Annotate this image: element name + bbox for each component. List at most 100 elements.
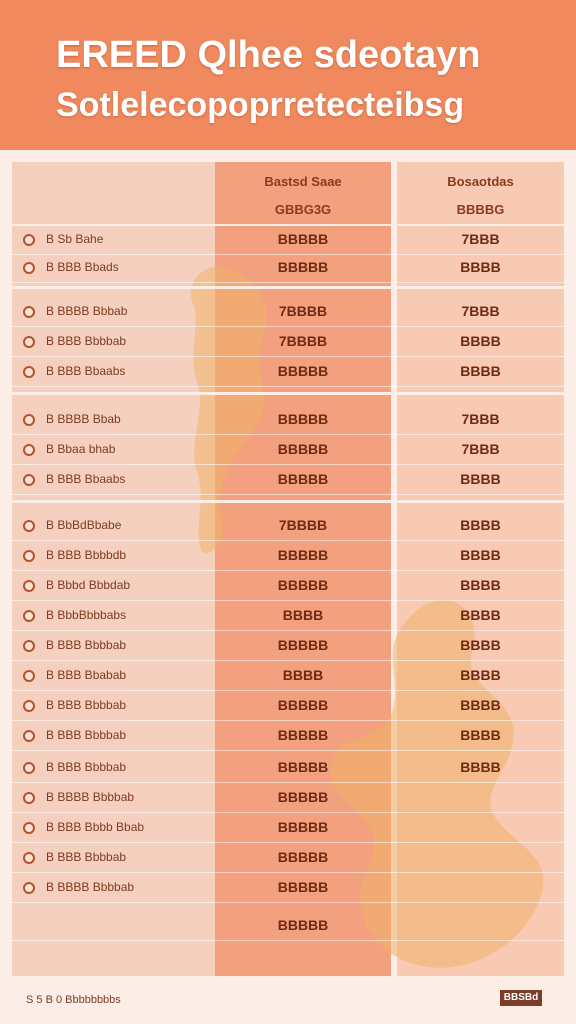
row-value-a: BBBBB [277, 849, 329, 865]
table-row: B BBB Bbaabs BBBBB BBBB [12, 358, 564, 387]
row-label: B BbBdBbabe [46, 518, 122, 532]
table-row: B Bbbd Bbbdab BBBBB BBBB [12, 572, 564, 601]
row-label: B Bbaa bhab [46, 442, 116, 456]
row-value-b: 7BBB [461, 441, 500, 457]
row-value-a: BBBB [282, 667, 324, 683]
row-value-a: BBBBB [277, 879, 329, 895]
row-label: B BBB Bbbbab [46, 760, 127, 774]
bullet-icon [23, 262, 35, 274]
row-value-b: 7BBB [461, 303, 500, 319]
table-row: B Sb Bahe BBBBB 7BBB [12, 226, 564, 255]
bullet-icon [23, 580, 35, 592]
bullet-icon [23, 610, 35, 622]
row-value-a: BBBBB [277, 547, 329, 563]
row-value-b: BBBB [460, 547, 501, 563]
data-table: Bastsd Saae GBBG3G Bosaotdas BBBBG B Sb … [12, 162, 564, 976]
page-title-line-2: Sotlelecopoprretecteibsg [56, 86, 465, 124]
table-row: B Bbaa bhab BBBBB 7BBB [12, 436, 564, 465]
row-label: B BBB Bbads [46, 260, 119, 274]
row-value-a: 7BBBB [278, 517, 328, 533]
row-label: B BBBB Bbab [46, 412, 121, 426]
bullet-icon [23, 762, 35, 774]
bullet-icon [23, 730, 35, 742]
row-value-b: BBBB [460, 637, 501, 653]
row-value-a: BBBBB [277, 231, 329, 247]
row-value-b: BBBB [460, 259, 501, 275]
bullet-icon [23, 474, 35, 486]
table-row: B BBBB Bbbab 7BBBB 7BBB [12, 298, 564, 327]
row-group-separator [12, 286, 564, 289]
row-value-b: BBBB [460, 471, 501, 487]
page-header: EREED Qlhee sdeotayn Sotlelecopoprretect… [0, 0, 576, 150]
bullet-icon [23, 520, 35, 532]
row-label: B BbbBbbbabs [46, 608, 127, 622]
table-row: B BBB Bbbbab BBBBB BBBB [12, 632, 564, 661]
table-row: B BBB Bbbbdb BBBBB BBBB [12, 542, 564, 571]
bullet-icon [23, 414, 35, 426]
bullet-icon [23, 366, 35, 378]
row-value-b: BBBB [460, 727, 501, 743]
row-value-b: BBBB [460, 333, 501, 349]
row-value-b: BBBB [460, 759, 501, 775]
table-row: B BBB Bbaabs BBBBB BBBB [12, 466, 564, 495]
table-row: B BBB Bbabab BBBB BBBB [12, 662, 564, 691]
table-row: B BBBB Bbbbab BBBBB [12, 874, 564, 903]
bullet-icon [23, 550, 35, 562]
bullet-icon [23, 852, 35, 864]
bullet-icon [23, 444, 35, 456]
row-value-a: BBBBB [277, 759, 329, 775]
bullet-icon [23, 792, 35, 804]
row-label: B BBB Bbbbab [46, 638, 127, 652]
row-value-a: BBBBB [277, 819, 329, 835]
row-value-b: BBBB [460, 517, 501, 533]
map-illustration-left [191, 266, 267, 553]
row-label: B Sb Bahe [46, 232, 104, 246]
row-group-separator [12, 500, 564, 503]
table-row: B BBB Bbbbab BBBBB BBBB [12, 722, 564, 751]
page-title-line-1: EREED Qlhee sdeotayn [56, 34, 481, 76]
column-b-header-line-2: BBBBG [456, 202, 505, 217]
table-row: B BBB Bbbbab BBBBB [12, 844, 564, 873]
bullet-icon [23, 336, 35, 348]
row-label: B BBBB Bbbab [46, 304, 128, 318]
row-value-b: 7BBB [461, 231, 500, 247]
row-value-a: BBBBB [277, 697, 329, 713]
row-value-b: BBBB [460, 607, 501, 623]
column-b-header-line-1: Bosaotdas [447, 174, 514, 189]
header-divider [12, 224, 564, 226]
row-value-b: BBBB [460, 667, 501, 683]
row-value-b: BBBB [460, 577, 501, 593]
row-value-a: BBBBB [277, 577, 329, 593]
table-row: B BBB Bbbbab BBBBB BBBB [12, 692, 564, 721]
bullet-icon [23, 670, 35, 682]
row-value-b: BBBB [460, 697, 501, 713]
row-label: B BBBB Bbbbab [46, 790, 135, 804]
row-value-b: BBBB [460, 363, 501, 379]
table-row: B BBBB Bbab BBBBB 7BBB [12, 406, 564, 435]
table-row: BBBBB [12, 912, 564, 941]
row-group-separator [12, 392, 564, 395]
bullet-icon [23, 882, 35, 894]
footer-badge: BBSBd [500, 990, 542, 1006]
column-separator [391, 162, 397, 976]
bullet-icon [23, 700, 35, 712]
map-illustration-right [330, 600, 544, 968]
row-value-a: BBBBB [277, 441, 329, 457]
row-label: B BBB Bbbbdb [46, 548, 127, 562]
table-row: B BBB Bbbbab BBBBB BBBB [12, 754, 564, 783]
row-value-a: BBBBB [277, 637, 329, 653]
footer-note: S 5 B 0 Bbbbbbbbs [26, 994, 121, 1006]
row-label: B BBB Bbbbab [46, 698, 127, 712]
row-label: B BBB Bbabab [46, 668, 127, 682]
table-row: B BBB Bbbb Bbab BBBBB [12, 814, 564, 843]
table-row: B BBB Bbads BBBBB BBBB [12, 254, 564, 283]
row-label: B BBB Bbbb Bbab [46, 820, 145, 834]
name-column-background [12, 162, 215, 976]
table-row: B BbBdBbabe 7BBBB BBBB [12, 512, 564, 541]
row-value-a: BBBBB [277, 259, 329, 275]
row-label: B BBB Bbbbab [46, 334, 127, 348]
column-a-header-line-2: GBBG3G [274, 202, 332, 217]
row-value-a: 7BBBB [278, 333, 328, 349]
row-value-b: 7BBB [461, 411, 500, 427]
row-label: B BBB Bbbbab [46, 850, 127, 864]
